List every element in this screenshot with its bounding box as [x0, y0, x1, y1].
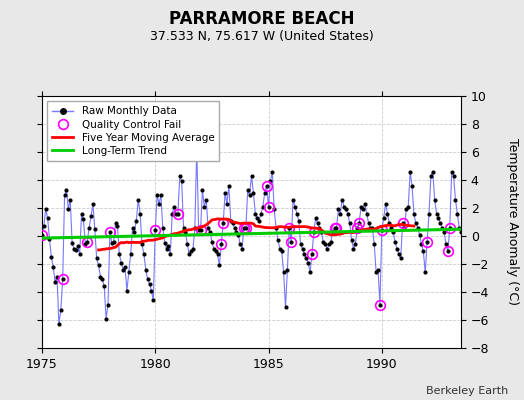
Text: PARRAMORE BEACH: PARRAMORE BEACH — [169, 10, 355, 28]
Legend: Raw Monthly Data, Quality Control Fail, Five Year Moving Average, Long-Term Tren: Raw Monthly Data, Quality Control Fail, … — [47, 101, 220, 161]
Y-axis label: Temperature Anomaly (°C): Temperature Anomaly (°C) — [506, 138, 519, 306]
Text: Berkeley Earth: Berkeley Earth — [426, 386, 508, 396]
Text: 37.533 N, 75.617 W (United States): 37.533 N, 75.617 W (United States) — [150, 30, 374, 43]
